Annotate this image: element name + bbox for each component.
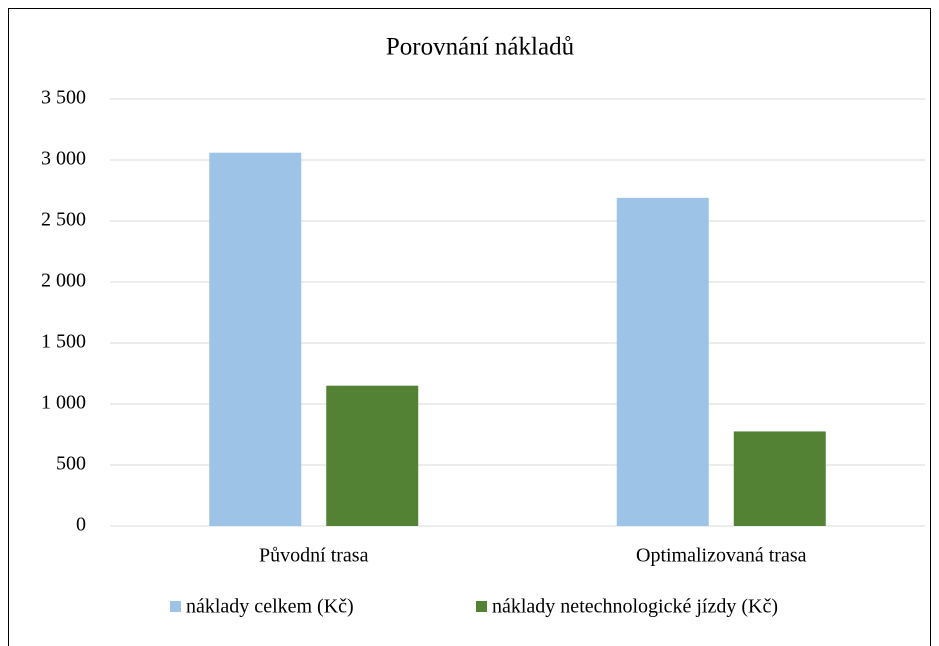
y-tick-label: 0 xyxy=(76,514,86,536)
chart-border xyxy=(8,8,931,646)
legend-label: náklady netechnologické jízdy (Kč) xyxy=(492,596,778,618)
x-tick-label: Optimalizovaná trasa xyxy=(636,545,807,567)
y-tick-label: 1 500 xyxy=(41,331,86,353)
x-tick-label: Původní trasa xyxy=(259,545,369,567)
legend-swatch xyxy=(476,601,487,612)
y-tick-label: 2 500 xyxy=(41,209,86,231)
y-tick-label: 500 xyxy=(56,453,86,475)
chart-title: Porovnání nákladů xyxy=(386,34,575,61)
bar xyxy=(209,152,302,526)
bar xyxy=(616,197,709,526)
y-tick-label: 1 000 xyxy=(41,392,86,414)
legend-swatch xyxy=(170,601,181,612)
y-tick-label: 2 000 xyxy=(41,270,86,292)
bar xyxy=(326,385,419,526)
legend-label: náklady celkem (Kč) xyxy=(186,596,354,618)
y-tick-label: 3 500 xyxy=(41,87,86,109)
y-tick-label: 3 000 xyxy=(41,148,86,170)
bar xyxy=(733,431,826,526)
